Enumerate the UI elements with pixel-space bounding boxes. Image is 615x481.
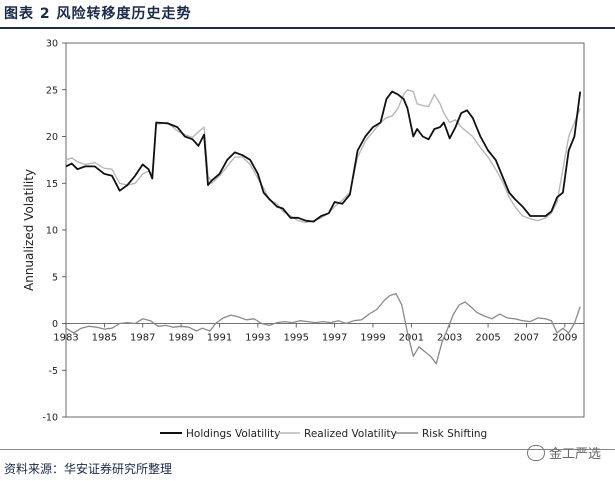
legend-label: Realized Volatility bbox=[304, 428, 397, 440]
x-tick-label: 1999 bbox=[360, 333, 385, 344]
x-tick-label: 1991 bbox=[207, 333, 232, 344]
x-tick-label: 2005 bbox=[475, 333, 500, 344]
y-tick-label: 15 bbox=[46, 179, 58, 190]
y-axis-label: Annualized Volatility bbox=[22, 169, 36, 291]
legend-label: Risk Shifting bbox=[422, 428, 487, 440]
source-note: 资料来源：华安证券研究所整理 bbox=[4, 462, 173, 476]
x-tick-label: 2009 bbox=[552, 333, 577, 344]
y-tick-label: 5 bbox=[52, 272, 58, 283]
x-tick-label: 1985 bbox=[92, 333, 117, 344]
x-tick-label: 2001 bbox=[399, 333, 424, 344]
watermark: 金工严选 bbox=[526, 443, 601, 462]
wechat-icon bbox=[526, 444, 545, 461]
x-tick-label: 1987 bbox=[130, 333, 155, 344]
watermark-text: 金工严选 bbox=[548, 447, 601, 462]
legend-label: Holdings Volatility bbox=[186, 428, 280, 440]
x-tick-label: 1989 bbox=[168, 333, 193, 344]
x-tick-label: 1997 bbox=[322, 333, 347, 344]
title-divider bbox=[0, 27, 615, 29]
source-divider bbox=[0, 449, 615, 450]
y-tick-label: -5 bbox=[49, 366, 58, 377]
y-tick-label: 0 bbox=[52, 319, 58, 330]
x-tick-label: 1983 bbox=[53, 333, 78, 344]
y-tick-label: 10 bbox=[46, 226, 58, 237]
series-line-risk-shifting bbox=[65, 292, 581, 365]
x-tick-label: 1993 bbox=[245, 333, 270, 344]
y-tick-label: 25 bbox=[46, 85, 58, 96]
x-tick-label: 2003 bbox=[437, 333, 462, 344]
x-tick-label: 1995 bbox=[283, 333, 308, 344]
y-axis: -10 -5 0 5 10 15 20 25 30 bbox=[42, 39, 66, 424]
legend: Holdings Volatility Realized Volatility Ri… bbox=[160, 428, 487, 440]
plot-area bbox=[65, 42, 585, 418]
series-layer bbox=[65, 89, 582, 365]
figure-title: 图表 2 风险转移度历史走势 bbox=[4, 6, 192, 22]
y-tick-label: 30 bbox=[46, 39, 58, 50]
x-tick-label: 2007 bbox=[514, 333, 539, 344]
series-line-holdings-volatility bbox=[65, 90, 582, 223]
volatility-line-chart: -10 -5 0 5 10 15 20 25 30 1983 1985 1987 1989 1991 19… bbox=[22, 39, 585, 440]
y-tick-label: -10 bbox=[42, 413, 58, 424]
y-tick-label: 20 bbox=[46, 132, 58, 143]
